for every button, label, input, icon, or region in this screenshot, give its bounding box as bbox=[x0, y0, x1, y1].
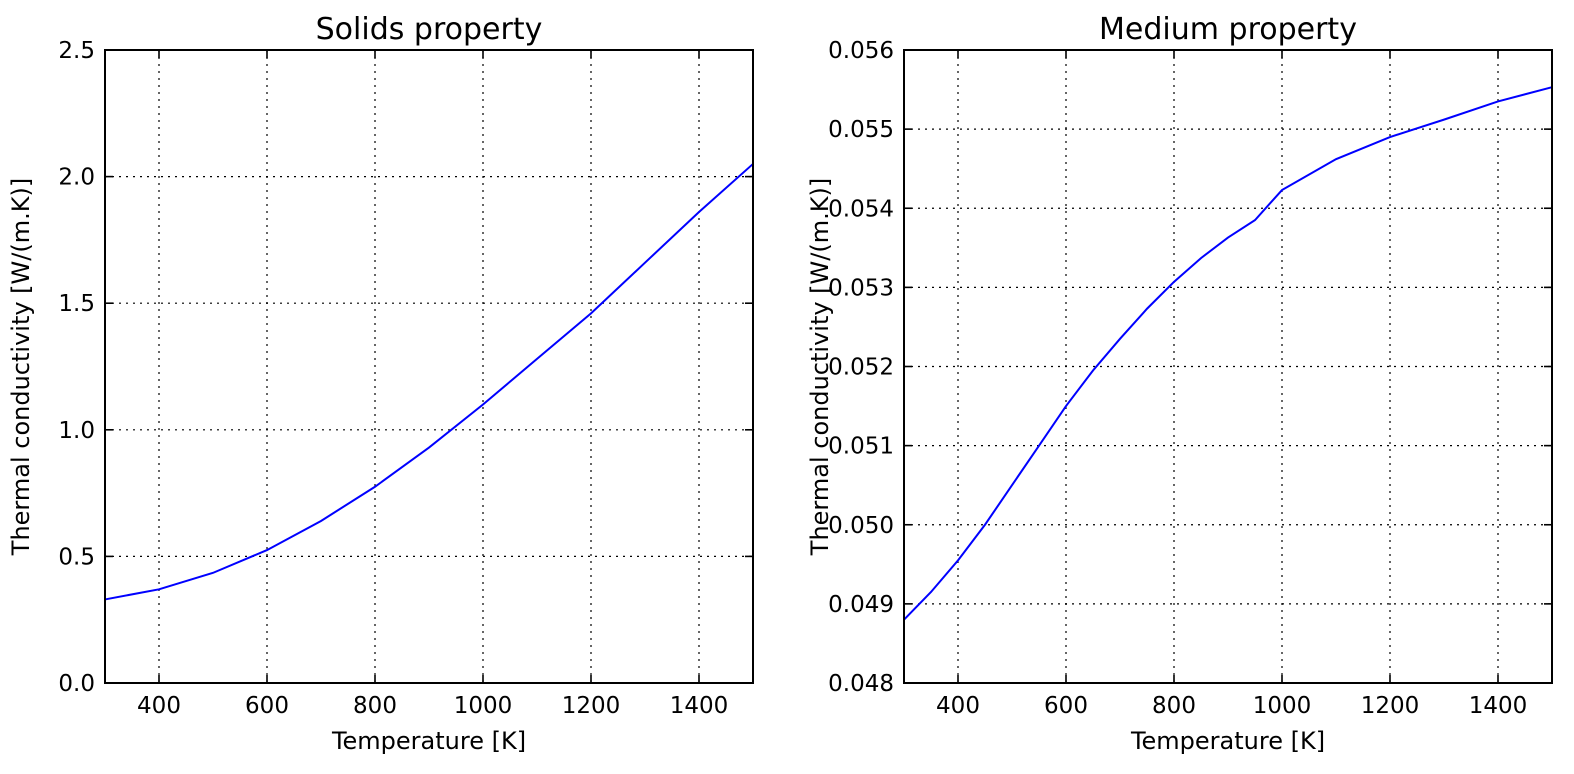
y-axis-label: Thermal conductivity [W/(m.K)] bbox=[7, 178, 35, 556]
medium-property-chart: Medium property Temperature [K] Thermal … bbox=[806, 12, 1553, 755]
x-axis-label: Temperature [K] bbox=[1130, 727, 1325, 755]
y-tick-label: 0.056 bbox=[828, 38, 894, 64]
x-tick-label: 400 bbox=[137, 693, 181, 719]
x-tick-label: 800 bbox=[353, 693, 397, 719]
solids-property-chart: Solids property Temperature [K] Thermal … bbox=[7, 12, 754, 755]
y-tick-label: 0.052 bbox=[828, 355, 894, 381]
x-tick-label: 1200 bbox=[1361, 693, 1420, 719]
y-tick-label: 2.5 bbox=[58, 38, 95, 64]
y-tick-label: 0.049 bbox=[828, 592, 894, 618]
y-tick-label: 1.0 bbox=[58, 418, 95, 444]
x-axis-label: Temperature [K] bbox=[331, 727, 526, 755]
y-tick-label: 1.5 bbox=[58, 291, 95, 317]
chart-title: Solids property bbox=[316, 12, 543, 47]
plot-frame bbox=[104, 49, 754, 684]
y-tick-label: 0.055 bbox=[828, 117, 894, 143]
y-tick-label: 0.048 bbox=[828, 671, 894, 697]
y-tick-label: 0.053 bbox=[828, 275, 894, 301]
y-tick-label: 0.050 bbox=[828, 513, 894, 539]
x-tick-label: 1000 bbox=[1253, 693, 1312, 719]
x-tick-label: 1000 bbox=[454, 693, 513, 719]
x-tick-label: 800 bbox=[1152, 693, 1196, 719]
x-tick-label: 1400 bbox=[670, 693, 729, 719]
x-tick-label: 1400 bbox=[1469, 693, 1528, 719]
y-tick-label: 0.054 bbox=[828, 196, 894, 222]
chart-title: Medium property bbox=[1099, 12, 1357, 47]
y-tick-label: 2.0 bbox=[58, 165, 95, 191]
x-tick-label: 400 bbox=[936, 693, 980, 719]
x-tick-label: 1200 bbox=[562, 693, 621, 719]
y-tick-label: 0.5 bbox=[58, 544, 95, 570]
y-tick-label: 0.0 bbox=[58, 671, 95, 697]
y-axis-label: Thermal conductivity [W/(m.K)] bbox=[806, 178, 834, 556]
x-tick-label: 600 bbox=[1044, 693, 1088, 719]
series-line bbox=[104, 163, 754, 601]
x-tick-label: 600 bbox=[245, 693, 289, 719]
series-line bbox=[903, 86, 1553, 621]
y-tick-label: 0.051 bbox=[828, 434, 894, 460]
